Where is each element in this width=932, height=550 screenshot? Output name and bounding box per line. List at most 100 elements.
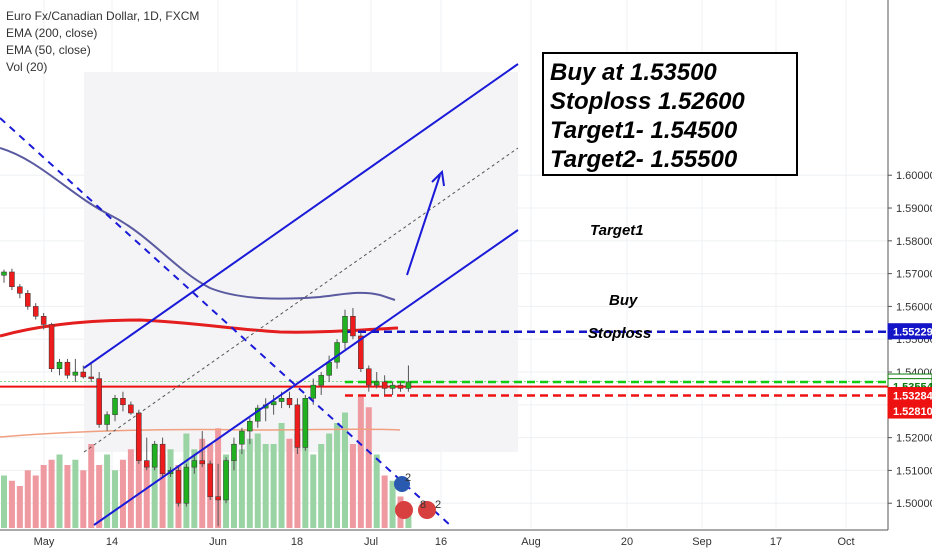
axis-tick-label: 1.52000 — [896, 433, 932, 445]
volume-bar — [373, 454, 380, 528]
volume-bar — [56, 454, 63, 528]
target1-label: Target1 — [590, 222, 644, 239]
candle-body — [231, 443, 237, 461]
volume-bar — [357, 396, 364, 528]
candle-body — [286, 398, 293, 406]
time-axis-bg — [0, 530, 932, 550]
time-tick-label: Aug — [521, 536, 541, 548]
volume-bar — [24, 470, 31, 528]
volume-bar — [246, 438, 253, 528]
volume-bar — [96, 465, 103, 528]
volume-bar — [80, 470, 87, 528]
candle-body — [112, 398, 118, 415]
candle-body — [56, 361, 63, 369]
volume-bar — [270, 444, 277, 528]
volume-bar — [40, 465, 47, 528]
candle-body — [350, 316, 356, 337]
candle-body — [373, 381, 380, 386]
candle-body — [366, 368, 372, 386]
trade-plan-buy: Buy at 1.53500 — [550, 59, 717, 86]
volume-bar — [310, 454, 317, 528]
volume-bar — [199, 438, 206, 528]
candle-body — [88, 376, 94, 379]
channel-lower — [93, 229, 519, 526]
volume-bar — [32, 475, 39, 528]
candle-body — [120, 398, 126, 406]
volume-bar — [88, 444, 95, 528]
candle-body — [270, 401, 277, 406]
price-marker — [887, 387, 932, 404]
price-marker — [887, 402, 932, 419]
time-axis: May 14 Jun 18 Jul 16 Aug 20 Sep 17 Oct — [0, 529, 932, 550]
candle-body — [1, 271, 7, 276]
candle-body — [104, 414, 110, 425]
event-badges: 28 2 — [394, 472, 441, 519]
volume-bar — [1, 475, 7, 528]
buy-label: Buy — [609, 292, 638, 309]
volume-bar — [64, 465, 71, 528]
price-levels — [0, 330, 888, 397]
candle-body — [215, 496, 221, 501]
candle-body — [207, 463, 213, 497]
candle-body — [64, 361, 71, 376]
volume-bar — [326, 433, 333, 528]
volume-bar — [389, 480, 396, 528]
axis-tick-label: 1.58000 — [896, 236, 932, 248]
volume-bar — [104, 454, 111, 528]
volume-bar — [262, 444, 269, 528]
candle-body — [191, 460, 198, 468]
trade-plan-target2: Target2- 1.55500 — [550, 146, 738, 173]
candle-body — [48, 324, 55, 369]
candle-body — [302, 398, 309, 448]
volume-bar — [365, 407, 372, 528]
time-tick-label: Jun — [209, 536, 227, 548]
candle-body — [40, 316, 47, 325]
channel-shading — [84, 72, 518, 452]
volume-bar — [135, 433, 142, 528]
candle-body — [223, 460, 229, 501]
candle-body — [32, 306, 39, 317]
axis-tick-label: 1.59000 — [896, 203, 932, 215]
candle-body — [326, 361, 332, 376]
volume-bar — [334, 423, 341, 528]
legend-ema50: EMA (50, close) — [6, 43, 91, 57]
volume-bar — [8, 480, 15, 528]
candle-body — [397, 384, 404, 389]
candle-body — [143, 460, 150, 468]
channel-lines — [0, 63, 519, 526]
axis-tick-label: 1.56000 — [896, 301, 932, 313]
price-marker-label: 1.52810 — [893, 406, 932, 418]
candle-body — [310, 384, 317, 399]
volume-bar — [405, 512, 412, 528]
projection-arrow — [406, 174, 441, 276]
ema-lines — [0, 147, 401, 438]
legend-vol: Vol (20) — [6, 60, 48, 74]
volume-bar — [119, 459, 126, 528]
volume-bar — [159, 454, 166, 528]
price-marker — [887, 323, 932, 340]
candle-body — [381, 381, 388, 389]
candle-body — [128, 404, 134, 414]
candle-body — [9, 271, 15, 287]
channel-upper — [83, 63, 519, 369]
time-tick-label: 14 — [106, 536, 118, 548]
axis-tick-label: 1.51000 — [896, 465, 932, 477]
candle-body — [389, 384, 396, 389]
volume-bar — [286, 438, 293, 528]
time-tick-label: Sep — [692, 536, 712, 548]
stoploss-label: Stoploss — [588, 325, 652, 342]
time-tick-label: May — [34, 536, 55, 548]
candle-body — [159, 443, 166, 474]
volume-bar — [230, 459, 237, 528]
event-count: 2 — [405, 472, 411, 484]
volume-bar — [318, 444, 325, 528]
vol-ma-line — [0, 428, 401, 438]
time-tick-label: 16 — [435, 536, 447, 548]
time-tick-label: Jul — [364, 536, 378, 548]
shade-rect — [84, 72, 518, 452]
axis-tick-label: 1.57000 — [896, 269, 932, 281]
candle-body — [183, 466, 190, 504]
legend: Euro Fx/Canadian Dollar, 1D, FXCM EMA (2… — [6, 8, 199, 76]
volume-bar — [167, 449, 174, 528]
